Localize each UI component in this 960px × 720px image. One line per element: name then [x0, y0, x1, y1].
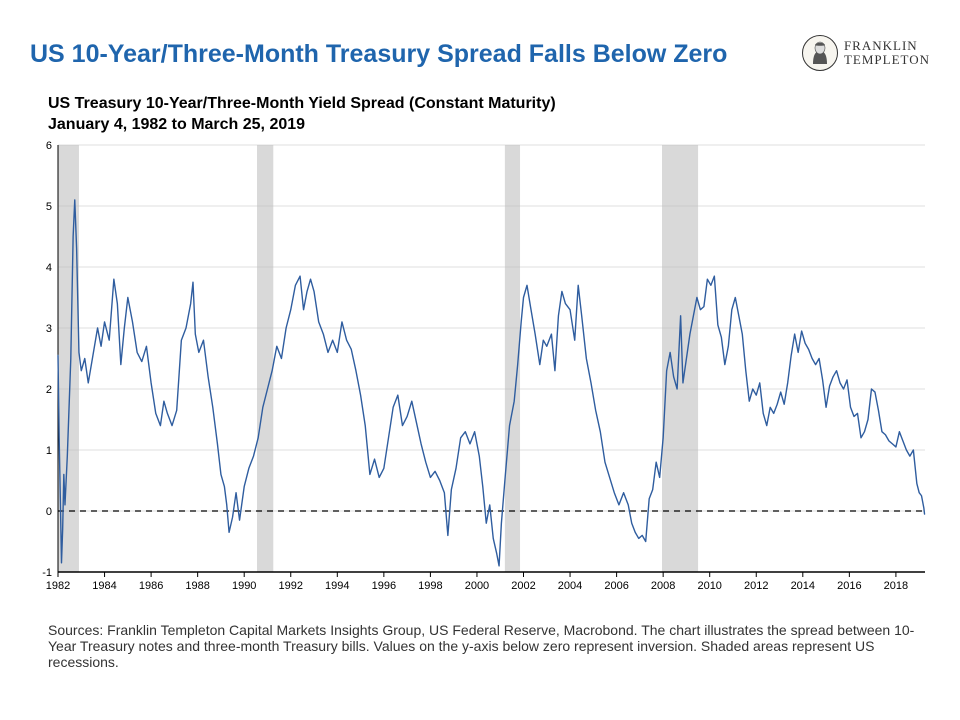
svg-text:1: 1	[46, 445, 52, 457]
svg-text:-1: -1	[42, 567, 52, 579]
svg-text:6: 6	[46, 140, 52, 152]
svg-text:2002: 2002	[511, 580, 535, 592]
subtitle-line2: January 4, 1982 to March 25, 2019	[48, 115, 556, 136]
svg-text:2004: 2004	[558, 580, 582, 592]
svg-text:0: 0	[46, 506, 52, 518]
svg-text:1988: 1988	[185, 580, 209, 592]
source-footnote: Sources: Franklin Templeton Capital Mark…	[48, 622, 920, 670]
brand-logo: FRANKLIN TEMPLETON	[802, 35, 930, 71]
svg-text:2016: 2016	[837, 580, 861, 592]
brand-wordmark: FRANKLIN TEMPLETON	[844, 39, 930, 66]
svg-text:2000: 2000	[465, 580, 489, 592]
spread-chart: -1 0 1 2 3 4 5 6 1982 1984 1986 1988 1990 1992 1994 199…	[30, 140, 930, 600]
svg-text:1992: 1992	[279, 580, 303, 592]
svg-text:1994: 1994	[325, 580, 349, 592]
subtitle-line1: US Treasury 10-Year/Three-Month Yield Sp…	[48, 94, 556, 115]
chart-svg: -1 0 1 2 3 4 5 6 1982 1984 1986 1988 1990 1992 1994 199…	[30, 140, 930, 600]
svg-text:1982: 1982	[46, 580, 70, 592]
svg-text:4: 4	[46, 262, 52, 274]
chart-subtitle: US Treasury 10-Year/Three-Month Yield Sp…	[48, 94, 556, 136]
svg-text:1998: 1998	[418, 580, 442, 592]
svg-text:1990: 1990	[232, 580, 256, 592]
svg-text:1984: 1984	[92, 580, 116, 592]
brand-line1: FRANKLIN	[844, 39, 930, 53]
svg-text:2010: 2010	[697, 580, 721, 592]
svg-text:2014: 2014	[791, 580, 815, 592]
svg-text:1996: 1996	[372, 580, 396, 592]
svg-text:1986: 1986	[139, 580, 163, 592]
svg-text:5: 5	[46, 201, 52, 213]
brand-line2: TEMPLETON	[844, 53, 930, 67]
page-title: US 10-Year/Three-Month Treasury Spread F…	[30, 40, 727, 69]
slide: US 10-Year/Three-Month Treasury Spread F…	[0, 0, 960, 720]
svg-text:2: 2	[46, 384, 52, 396]
svg-text:3: 3	[46, 323, 52, 335]
svg-text:2006: 2006	[604, 580, 628, 592]
svg-text:2012: 2012	[744, 580, 768, 592]
svg-text:2018: 2018	[884, 580, 908, 592]
bust-icon	[802, 35, 838, 71]
svg-text:2008: 2008	[651, 580, 675, 592]
